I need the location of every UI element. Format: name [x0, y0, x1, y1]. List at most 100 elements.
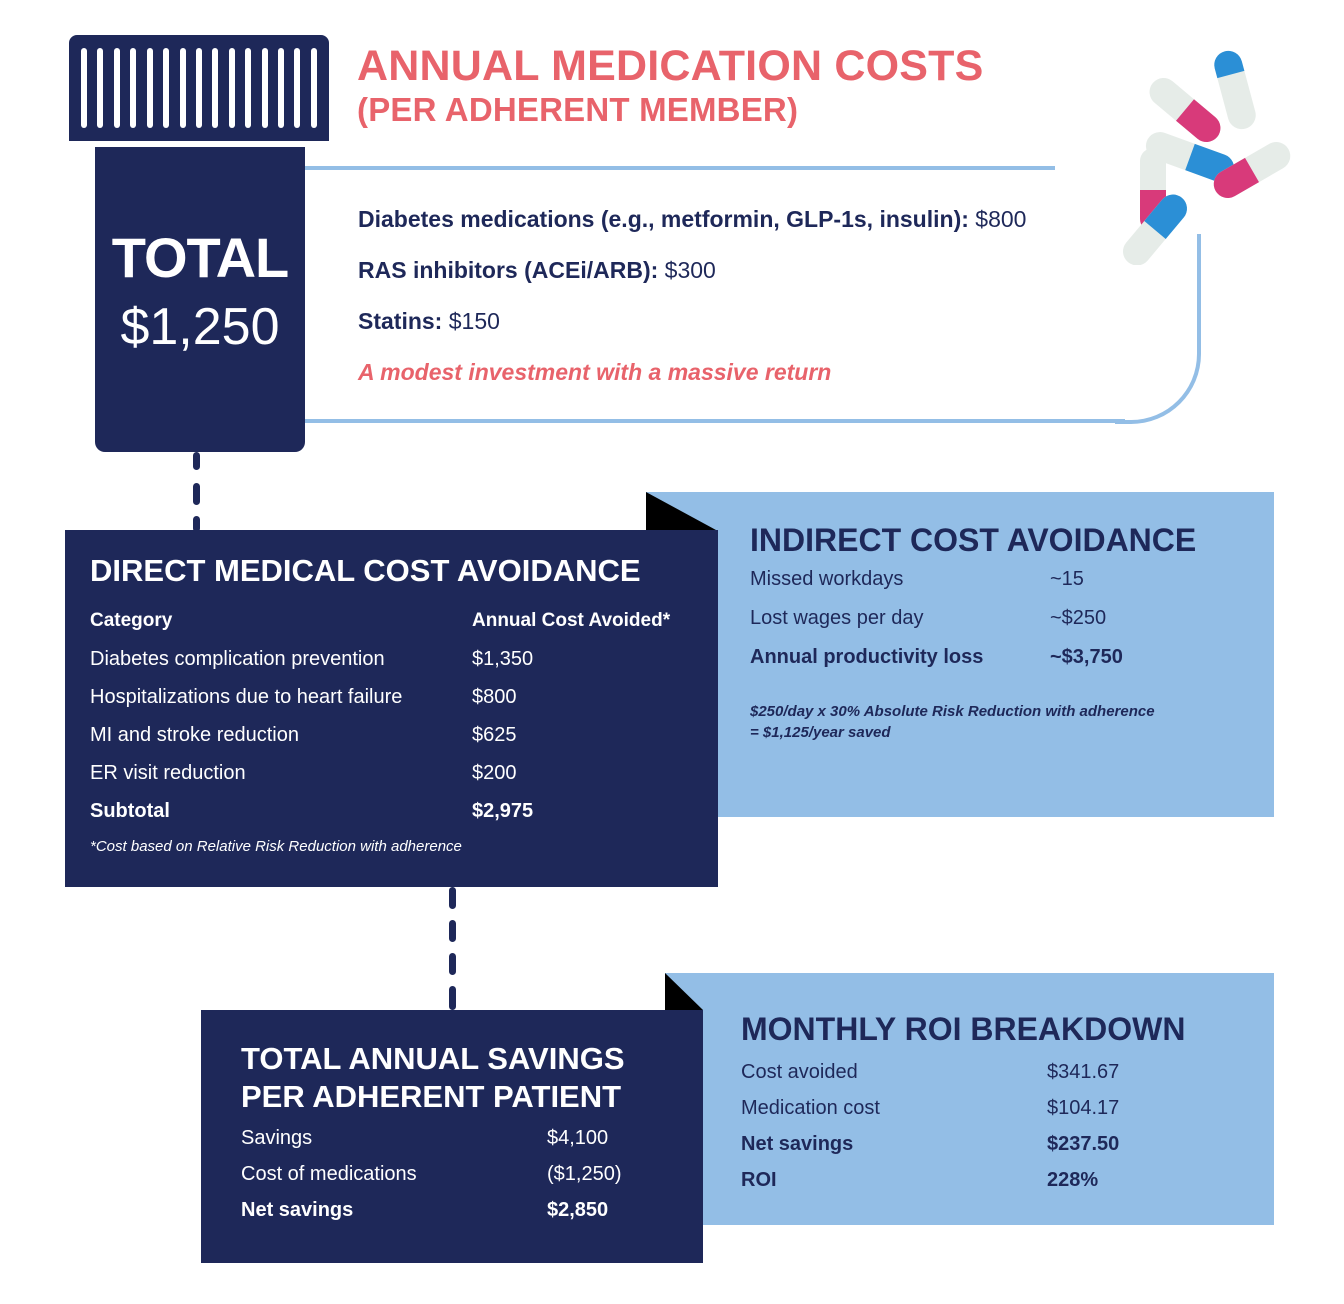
medication-name: Statins: [358, 308, 443, 334]
table-row: ER visit reduction $200 [90, 754, 702, 792]
cap-ridge [294, 48, 301, 128]
savings-title-line-1: TOTAL ANNUAL SAVINGS [241, 1041, 625, 1076]
cap-ridge [228, 48, 235, 128]
indirect-row: Lost wages per day ~$250 [750, 599, 1254, 638]
savings-label: Savings [241, 1127, 313, 1149]
medication-item: Statins: $150 [358, 304, 1026, 355]
frame-line [305, 419, 1125, 423]
connector-dash [449, 953, 456, 975]
roi-value: $104.17 [1047, 1097, 1120, 1119]
direct-footnote: *Cost based on Relative Risk Reduction w… [90, 838, 462, 855]
medication-item: RAS inhibitors (ACEi/ARB): $300 [358, 253, 1026, 304]
cap-ridge [179, 48, 186, 128]
category-cell: Diabetes complication prevention [90, 648, 385, 670]
capsule [1213, 142, 1291, 198]
roi-row: Medication cost $104.17 [741, 1090, 1254, 1126]
value-cell: $625 [472, 724, 517, 746]
roi-value: 228% [1047, 1169, 1099, 1191]
cap-ridge [310, 48, 317, 128]
net-savings-value: $2,850 [547, 1199, 609, 1221]
cap-ridge [81, 48, 87, 128]
indirect-total-label: Annual productivity loss [750, 646, 984, 668]
title-line-1: ANNUAL MEDICATION COSTS [357, 42, 984, 90]
net-savings-label: Net savings [241, 1199, 354, 1221]
connector-dash [449, 986, 456, 1010]
cap-ridge [212, 48, 219, 128]
cap-ridge [261, 48, 268, 128]
medication-name: RAS inhibitors (ACEi/ARB): [358, 257, 659, 283]
roi-value: $341.67 [1047, 1061, 1120, 1083]
roi-row: Cost avoided $341.67 [741, 1054, 1254, 1090]
connector-dash [449, 920, 456, 942]
cap-ridge [278, 48, 285, 128]
indirect-note-line-2: = $1,125/year saved [750, 724, 891, 741]
cap-ridge [97, 48, 104, 128]
savings-title: TOTAL ANNUAL SAVINGS PER ADHERENT PATIEN… [241, 1040, 683, 1116]
total-value: $1,250 [120, 298, 280, 356]
connector-dash [193, 516, 200, 532]
cap-ridge [195, 48, 202, 128]
table-row: MI and stroke reduction $625 [90, 716, 702, 754]
direct-cost-panel: DIRECT MEDICAL COST AVOIDANCE Category A… [65, 530, 718, 887]
medication-cost: $800 [975, 206, 1027, 232]
indirect-note-line-1: $250/day x 30% Absolute Risk Reduction w… [750, 703, 1155, 720]
roi-label: Net savings [741, 1133, 854, 1155]
cap-ridge [163, 48, 170, 128]
tagline: A modest investment with a massive retur… [358, 359, 832, 385]
capsules-icon [1123, 50, 1291, 265]
savings-title-line-2: PER ADHERENT PATIENT [241, 1079, 622, 1114]
frame-corner [1115, 300, 1201, 424]
cap-ridge [130, 48, 137, 128]
frame-line [305, 166, 1055, 170]
capsule [1214, 50, 1256, 130]
capsule [1123, 194, 1187, 265]
table-row: Hospitalizations due to heart failure $8… [90, 678, 702, 716]
value-cell: $800 [472, 686, 517, 708]
roi-row: ROI 228% [741, 1162, 1254, 1198]
roi-label: Medication cost [741, 1097, 880, 1119]
net-savings-row: Net savings $2,850 [241, 1192, 683, 1228]
category-cell: ER visit reduction [90, 762, 246, 784]
medication-list: Diabetes medications (e.g., metformin, G… [358, 202, 1026, 406]
roi-title: MONTHLY ROI BREAKDOWN [741, 1011, 1186, 1047]
title-line-2: (PER ADHERENT MEMBER) [357, 91, 799, 128]
value-cell: $1,350 [472, 648, 534, 670]
indirect-note: $250/day x 30% Absolute Risk Reduction w… [750, 701, 1254, 743]
value-cell: $200 [472, 762, 517, 784]
subtotal-value: $2,975 [472, 800, 534, 822]
medication-cost: $300 [664, 257, 716, 283]
category-cell: Hospitalizations due to heart failure [90, 686, 403, 708]
indirect-value: ~$250 [1050, 607, 1107, 629]
roi-label: ROI [741, 1169, 777, 1191]
savings-value: $4,100 [547, 1127, 609, 1149]
column-header-category: Category [90, 610, 173, 631]
savings-label: Cost of medications [241, 1163, 417, 1185]
total-cost-card: TOTAL $1,250 [95, 147, 305, 452]
panel-fold-corner [646, 492, 716, 530]
indirect-label: Missed workdays [750, 568, 904, 590]
medication-cost: $150 [448, 308, 500, 334]
roi-row: Net savings $237.50 [741, 1126, 1254, 1162]
medication-name: Diabetes medications (e.g., metformin, G… [358, 206, 969, 232]
direct-table-header: Category Annual Cost Avoided* [90, 602, 702, 640]
savings-row: Cost of medications ($1,250) [241, 1156, 683, 1192]
cap-ridge [245, 48, 252, 128]
savings-value: ($1,250) [547, 1163, 622, 1185]
connector-dash [193, 452, 200, 470]
indirect-total-row: Annual productivity loss ~$3,750 [750, 638, 1254, 677]
subtotal-label: Subtotal [90, 800, 170, 822]
indirect-title: INDIRECT COST AVOIDANCE [750, 522, 1197, 558]
total-savings-panel: TOTAL ANNUAL SAVINGS PER ADHERENT PATIEN… [201, 1010, 703, 1263]
indirect-total-value: ~$3,750 [1050, 646, 1123, 668]
savings-row: Savings $4,100 [241, 1120, 683, 1156]
capsule [1149, 78, 1221, 142]
roi-label: Cost avoided [741, 1061, 858, 1083]
direct-title: DIRECT MEDICAL COST AVOIDANCE [90, 553, 641, 588]
total-label: TOTAL [111, 226, 289, 289]
category-cell: MI and stroke reduction [90, 724, 299, 746]
frame-line [1197, 234, 1201, 344]
subtotal-row: Subtotal $2,975 [90, 792, 702, 830]
indirect-value: ~15 [1050, 568, 1084, 590]
cap-ridge [113, 48, 120, 128]
indirect-cost-panel: INDIRECT COST AVOIDANCE Missed workdays … [646, 492, 1274, 817]
